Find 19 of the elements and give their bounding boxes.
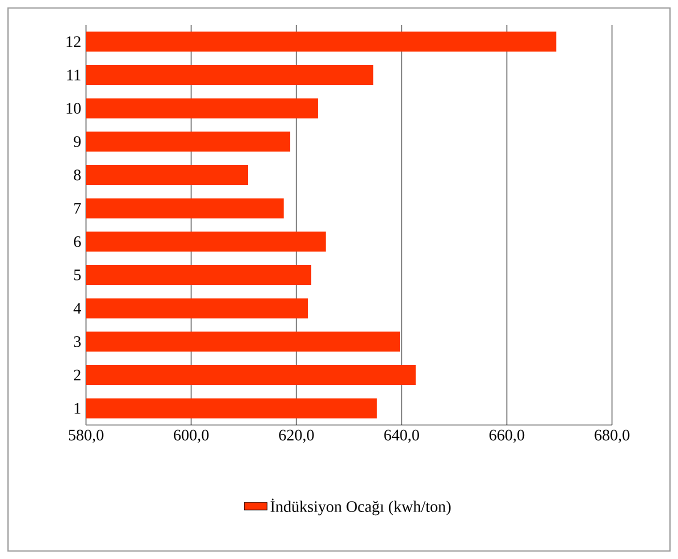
legend-label: İndüksiyon Ocağı (kwh/ton) xyxy=(270,498,451,516)
y-tick-label: 12 xyxy=(66,36,80,47)
x-tick-label: 680,0 xyxy=(594,430,630,443)
y-tick-label: 5 xyxy=(74,270,81,280)
y-tick-label: 11 xyxy=(67,70,80,80)
y-tick-label: 10 xyxy=(66,102,81,114)
y-tick-label: 8 xyxy=(74,170,81,180)
y-tick-label: 3 xyxy=(74,336,81,348)
y-tick-label: 9 xyxy=(74,136,81,148)
x-tick-label: 620,0 xyxy=(279,430,314,443)
y-tick-label: 2 xyxy=(74,370,80,380)
y-tick-label: 4 xyxy=(74,303,82,314)
x-tick-label: 660,0 xyxy=(489,430,524,443)
y-tick-label: 6 xyxy=(74,236,81,248)
y-tick-label: 1 xyxy=(74,403,80,414)
y-tick-label: 7 xyxy=(74,203,81,214)
x-tick-label: 600,0 xyxy=(174,430,209,443)
x-tick-label: 640,0 xyxy=(384,430,419,443)
x-tick-label: 580,0 xyxy=(68,430,104,443)
